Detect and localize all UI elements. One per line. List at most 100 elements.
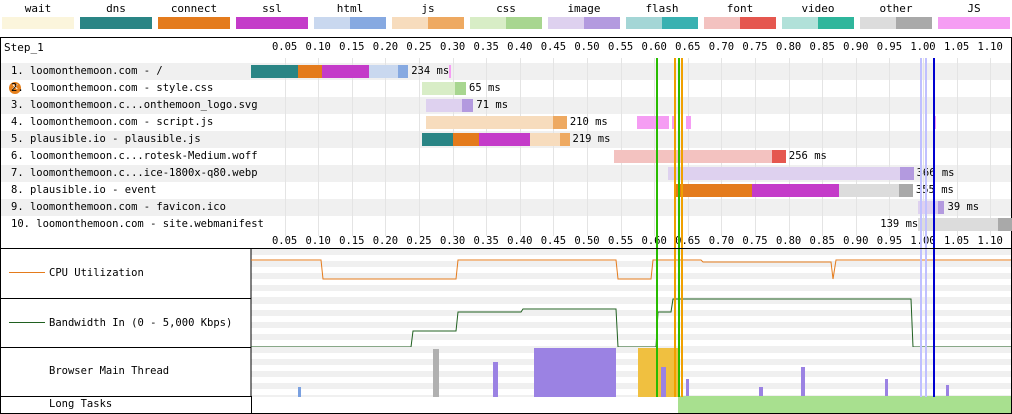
axis-tick-label: 0.90	[843, 235, 869, 247]
dns-segment	[422, 133, 453, 146]
legend-item-wait: wait	[0, 0, 76, 32]
request-duration: 234 ms	[411, 65, 450, 77]
axis-tick-label: 0.40	[507, 235, 533, 247]
axis-tick-label: 0.45	[540, 41, 567, 53]
main-thread-label: Browser Main Thread	[49, 365, 170, 377]
request-duration: 39 ms	[947, 201, 980, 213]
legend-swatch	[938, 17, 1010, 29]
axis-tick-label: 0.30	[439, 41, 466, 53]
axis-tick-label: 0.10	[305, 235, 331, 247]
legend-swatch	[392, 17, 464, 29]
axis-tick-label: 0.40	[507, 41, 533, 53]
timing-marker	[925, 58, 928, 248]
timing-marker	[655, 298, 658, 348]
request-label[interactable]: 7. loomonthemoon.c...ice-1800x-q80.webp	[11, 167, 258, 179]
cpu-utilization-panel: CPU Utilization	[0, 249, 1012, 299]
step-label: Step_1	[4, 41, 44, 54]
legend-item-font: font	[702, 0, 778, 32]
axis-tick-label: 0.80	[775, 41, 802, 53]
download-segment	[899, 184, 913, 197]
download-segment	[455, 82, 467, 95]
legend-label: css	[496, 2, 516, 15]
table-row[interactable]	[1, 216, 1011, 233]
timing-marker	[925, 249, 928, 299]
gridline	[486, 58, 488, 236]
legend-swatch	[470, 17, 542, 29]
legend-item-image: image	[546, 0, 622, 32]
timing-marker	[678, 249, 681, 299]
timing-marker	[674, 347, 677, 397]
gridline	[553, 58, 555, 236]
axis-tick-label: 1.00	[910, 235, 936, 247]
axis-tick-label: 1.10	[977, 235, 1003, 247]
axis-tick-label: 1.00	[910, 41, 936, 53]
timing-marker	[655, 249, 658, 299]
request-label[interactable]: 10. loomonthemoon.com - site.webmanifest	[11, 218, 264, 230]
download-segment	[553, 116, 567, 129]
long-tasks-label: Long Tasks	[49, 398, 113, 410]
timing-marker	[678, 298, 681, 348]
legend-item-connect: connect	[156, 0, 232, 32]
long-tasks-panel: Long Tasks	[0, 396, 1012, 414]
request-label[interactable]: 5. plausible.io - plausible.js	[11, 133, 201, 145]
gridline	[956, 58, 958, 236]
js-execution-segment	[935, 116, 937, 129]
table-row[interactable]	[1, 80, 1011, 97]
axis-tick-label: 0.80	[775, 235, 802, 247]
request-bar	[839, 184, 913, 197]
request-duration: 71 ms	[476, 99, 509, 111]
download-segment	[772, 150, 786, 163]
js-execution-segment	[449, 65, 451, 78]
axis-tick-label: 0.65	[675, 41, 701, 53]
gridline	[855, 58, 857, 236]
main-thread-panel: Browser Main Thread	[0, 347, 1012, 397]
request-label[interactable]: 6. loomonthemoon.c...rotesk-Medium.woff	[11, 150, 258, 162]
request-label[interactable]: 4. loomonthemoon.com - script.js	[11, 116, 214, 128]
download-segment	[461, 99, 474, 112]
gridline	[889, 58, 891, 236]
request-bar	[368, 65, 409, 78]
legend-label: dns	[106, 2, 126, 15]
waterfall-chart: Step_1 1. loomonthemoon.com - / ✕ 2. loomo…	[0, 37, 1012, 249]
connect-segment	[452, 133, 480, 146]
legend-swatch	[704, 17, 776, 29]
gridline	[721, 58, 723, 236]
timing-marker	[933, 347, 936, 397]
axis-tick-label: 0.95	[876, 41, 903, 53]
timing-marker	[678, 58, 681, 248]
axis-tick-label: 0.90	[843, 41, 869, 53]
js-execution-segment	[637, 116, 669, 129]
gridline	[620, 58, 622, 236]
legend-swatch	[626, 17, 698, 29]
legend-swatch	[2, 17, 74, 29]
request-label[interactable]: 1. loomonthemoon.com - /	[11, 65, 163, 77]
gridline	[385, 58, 387, 236]
legend-label: flash	[645, 2, 679, 15]
timing-marker	[681, 58, 684, 248]
cpu-label: CPU Utilization	[49, 267, 144, 279]
request-label[interactable]: 8. plausible.io - event	[11, 184, 157, 196]
ssl-segment	[751, 184, 839, 197]
request-label[interactable]: 3. loomonthemoon.c...onthemoon_logo.svg	[11, 99, 258, 111]
request-duration: 256 ms	[788, 150, 827, 162]
request-label[interactable]: 2. loomonthemoon.com - style.css	[11, 82, 214, 94]
legend-label: ssl	[262, 2, 282, 15]
table-row[interactable]	[1, 97, 1011, 114]
main-thread-graph	[250, 347, 1011, 397]
request-label[interactable]: 9. loomonthemoon.com - favicon.ico	[11, 201, 226, 213]
axis-tick-label: 0.70	[708, 41, 735, 53]
gridline	[923, 58, 924, 236]
legend-item-flash: flash	[624, 0, 700, 32]
legend-item-js: js	[390, 0, 466, 32]
axis-tick-label: 0.60	[641, 41, 667, 53]
legend-label: wait	[24, 2, 52, 15]
timing-marker	[655, 347, 658, 397]
table-row[interactable]	[1, 199, 1011, 216]
legend-label: html	[336, 2, 364, 15]
legend-label: js	[421, 2, 435, 15]
legend-label: video	[801, 2, 835, 15]
ssl-segment	[479, 133, 530, 146]
legend-swatch	[236, 17, 308, 29]
timing-marker	[674, 249, 677, 299]
axis-tick-label: 0.75	[742, 41, 768, 53]
